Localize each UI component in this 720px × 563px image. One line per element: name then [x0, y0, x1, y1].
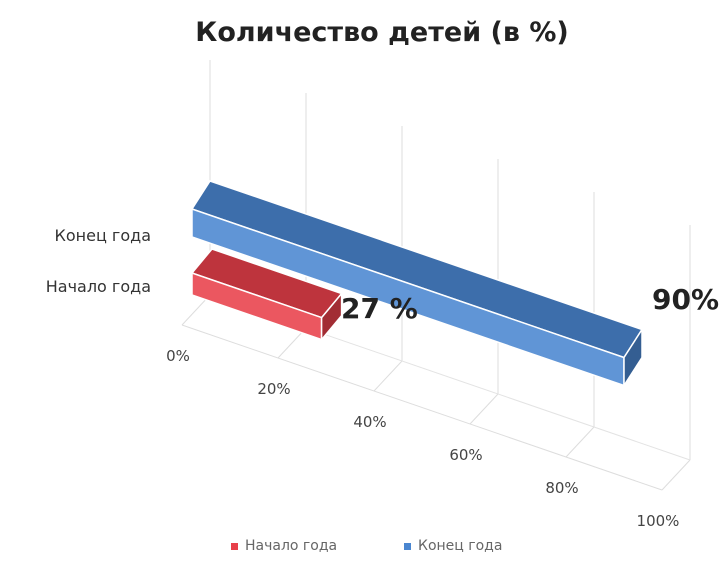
x-axis-tick-labels: 0% 20% 40% 60% 80% 100% [166, 347, 679, 530]
legend-label-end-of-year: Конец года [418, 538, 502, 554]
category-label-start-of-year: Начало года [46, 277, 151, 296]
category-label-end-of-year: Конец года [55, 226, 152, 245]
bar-end-of-year [190, 180, 644, 389]
data-label-start-of-year: 27 % [341, 292, 418, 325]
bar-end-face [320, 291, 343, 342]
gridline-3 [469, 159, 499, 425]
bar-start-of-year [190, 248, 343, 342]
x-tick-label-3: 60% [449, 446, 482, 464]
x-tick-label-4: 80% [545, 479, 578, 497]
x-tick-label-1: 20% [257, 380, 290, 398]
legend-label-start-of-year: Начало года [245, 538, 337, 554]
legend: Начало года Конец года [231, 538, 502, 554]
x-tick-label-5: 100% [637, 512, 680, 530]
floor-front-edge [181, 324, 663, 491]
bars [190, 180, 644, 389]
data-label-end-of-year: 90% [652, 283, 719, 316]
bar-end-face [623, 326, 643, 389]
legend-swatch-end-of-year [404, 543, 411, 550]
gridline-5 [661, 225, 691, 491]
gridline-4 [565, 192, 595, 458]
x-tick-label-0: 0% [166, 347, 190, 365]
x-tick-label-2: 40% [353, 413, 386, 431]
data-labels: 27 % 90% [341, 283, 719, 325]
chart-title: Количество детей (в %) [195, 17, 568, 48]
category-labels: Конец года Начало года [46, 226, 151, 296]
gridline-2 [373, 126, 403, 392]
legend-swatch-start-of-year [231, 543, 238, 550]
